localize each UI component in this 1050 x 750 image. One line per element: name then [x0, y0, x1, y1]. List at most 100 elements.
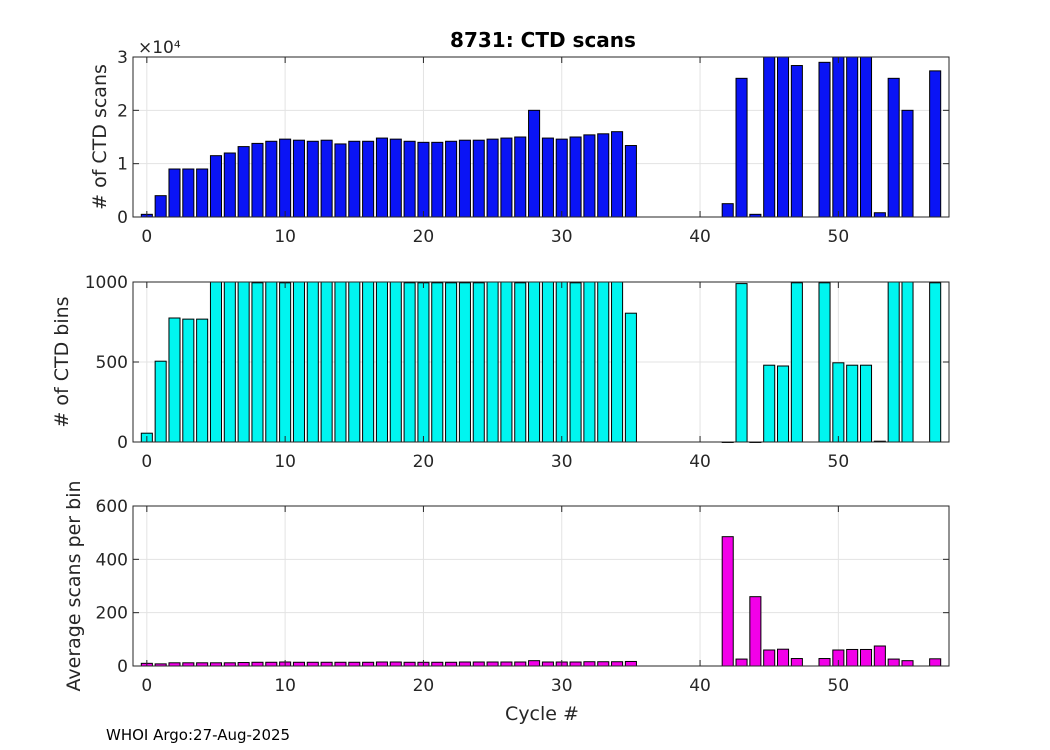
- bar-cycle-15: [348, 140, 361, 218]
- bar-cycle-16: [362, 661, 375, 667]
- bar-cycle-4: [196, 168, 209, 218]
- bar-cycle-43: [735, 77, 748, 218]
- bar-cycle-20: [417, 141, 430, 218]
- bar-cycle-34: [611, 281, 624, 443]
- bar-cycle-27: [514, 136, 527, 218]
- bar-cycle-57: [929, 70, 942, 218]
- bar-cycle-7: [237, 662, 250, 667]
- bar-cycle-49: [818, 658, 831, 667]
- bar-cycle-13: [320, 661, 333, 667]
- bar-cycle-33: [597, 133, 610, 218]
- bar-cycle-47: [790, 282, 803, 443]
- y-tick-label: 600: [96, 497, 128, 517]
- bar-cycle-55: [901, 109, 914, 218]
- bar-cycle-15: [348, 661, 361, 667]
- bar-cycle-51: [846, 364, 859, 443]
- bar-cycle-12: [306, 661, 319, 667]
- x-tick-label: 0: [141, 452, 152, 472]
- bar-cycle-12: [306, 140, 319, 218]
- y-axis-label: Average scans per bin: [63, 480, 85, 691]
- bar-cycle-51: [846, 56, 859, 218]
- bar-cycle-26: [500, 281, 513, 443]
- bar-cycle-26: [500, 137, 513, 218]
- x-tick-label: 20: [413, 676, 435, 696]
- bar-cycle-45: [763, 56, 776, 218]
- bar-cycle-45: [763, 364, 776, 443]
- bar-cycle-31: [569, 661, 582, 667]
- bar-cycle-52: [859, 56, 873, 218]
- bar-cycle-29: [541, 281, 554, 443]
- bar-cycle-24: [472, 661, 485, 667]
- bar-cycle-1: [154, 360, 167, 443]
- bar-cycle-54: [887, 77, 900, 218]
- bar-cycle-19: [403, 140, 416, 218]
- bar-cycle-33: [597, 661, 610, 667]
- y-tick-label: 1: [117, 155, 128, 175]
- y-tick-label: 200: [96, 604, 128, 624]
- panel-3: 0 10 20 30 40 50 0 200 400 600 Average scans per b…: [63, 480, 950, 725]
- bar-cycle-14: [334, 661, 347, 667]
- chart-title: 8731: CTD scans: [450, 28, 636, 52]
- bar-cycle-22: [445, 282, 458, 443]
- bar-cycle-35: [624, 145, 637, 218]
- bar-cycle-30: [555, 281, 568, 443]
- bar-cycle-53: [873, 212, 886, 218]
- bar-cycle-13: [320, 139, 333, 218]
- bar-cycle-21: [431, 141, 444, 218]
- bar-cycle-11: [292, 139, 305, 218]
- y-exponent-label: ×10⁴: [138, 38, 181, 58]
- bar-cycle-9: [265, 140, 278, 218]
- bar-cycle-16: [362, 281, 375, 443]
- panel-1: 0 10 20 30 40 50 0 1 2 3 # of CTD scans ×10⁴: [89, 38, 950, 247]
- bar-cycle-32: [583, 134, 596, 218]
- x-tick-label: 20: [413, 452, 435, 472]
- bar-cycle-4: [196, 318, 209, 443]
- y-tick-label: 2: [117, 101, 128, 121]
- bar-cycle-42: [721, 536, 734, 667]
- axes-box: [132, 505, 950, 667]
- x-tick-label: 0: [141, 227, 152, 247]
- bar-cycle-52: [859, 648, 873, 667]
- bar-cycle-8: [251, 142, 264, 218]
- bar-cycle-54: [887, 281, 900, 443]
- bar-cycle-31: [569, 136, 582, 218]
- x-tick-label: 50: [828, 676, 850, 696]
- y-tick-label: 0: [117, 657, 128, 677]
- bar-cycle-24: [472, 139, 485, 218]
- bar-cycle-6: [223, 152, 236, 218]
- bar-cycle-28: [528, 660, 541, 667]
- bar-cycle-3: [182, 168, 195, 218]
- bar-cycle-55: [901, 281, 914, 443]
- bar-cycle-49: [818, 61, 831, 218]
- bar-cycle-7: [237, 281, 250, 443]
- bar-cycle-15: [348, 281, 361, 443]
- bar-cycle-1: [154, 195, 167, 218]
- bar-cycle-47: [790, 65, 803, 218]
- bar-cycle-32: [583, 661, 596, 667]
- bar-cycle-34: [611, 131, 624, 218]
- bar-cycle-12: [306, 281, 319, 443]
- bar-cycle-25: [486, 661, 499, 667]
- bar-cycle-50: [832, 362, 845, 443]
- bar-cycle-28: [528, 109, 541, 218]
- x-tick-label: 30: [551, 452, 573, 472]
- bar-cycle-8: [251, 661, 264, 667]
- bar-cycle-46: [777, 56, 790, 218]
- bar-cycle-35: [624, 312, 637, 443]
- bar-cycle-22: [445, 140, 458, 218]
- bar-cycle-42: [721, 203, 734, 218]
- bar-cycle-11: [292, 281, 305, 443]
- bar-cycle-19: [403, 282, 416, 443]
- bar-cycle-51: [846, 648, 859, 667]
- bar-cycle-13: [320, 281, 333, 443]
- bar-cycle-18: [389, 281, 402, 443]
- x-tick-label: 50: [828, 227, 850, 247]
- axes-box: [132, 56, 950, 218]
- x-tick-label: 10: [274, 227, 296, 247]
- y-tick-label: 0: [117, 433, 128, 453]
- footer-credit: WHOI Argo:27-Aug-2025: [106, 726, 291, 744]
- bar-cycle-47: [790, 658, 803, 667]
- bar-cycle-14: [334, 281, 347, 443]
